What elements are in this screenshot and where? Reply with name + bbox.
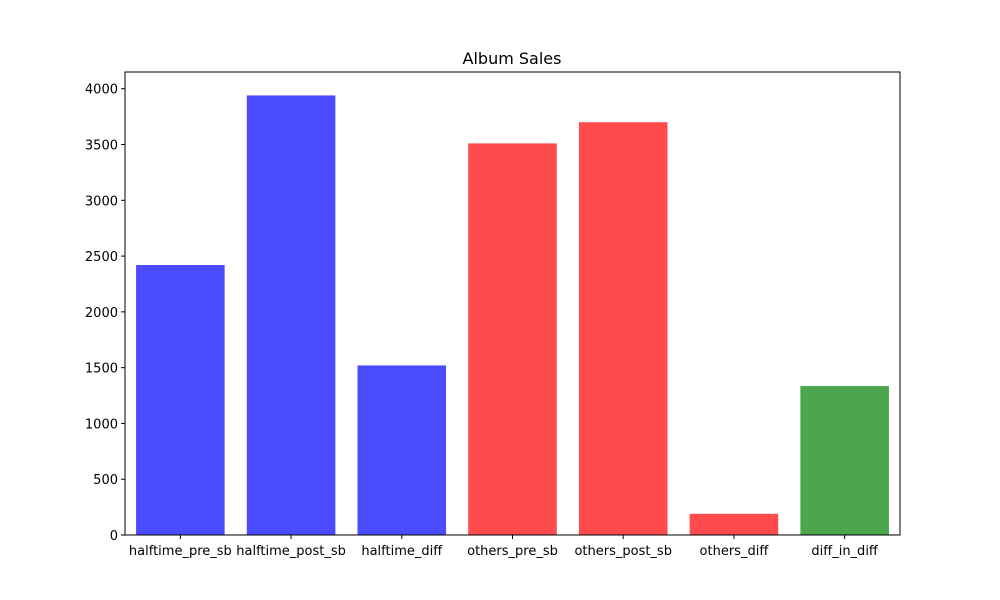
bar-others-pre-sb <box>468 143 557 535</box>
y-tick-label: 4000 <box>85 83 118 98</box>
chart-title: Album Sales <box>463 49 562 68</box>
bar-others-diff <box>689 513 779 535</box>
x-tick-label: others_pre_sb <box>467 544 558 559</box>
bar-halftime-pre-sb <box>136 265 225 535</box>
x-tick-label: halftime_pre_sb <box>129 544 232 559</box>
y-tick-label: 2500 <box>85 250 118 265</box>
x-axis: halftime_pre_sb halftime_post_sb halftime_… <box>129 535 879 559</box>
x-tick-label: halftime_post_sb <box>236 544 346 559</box>
y-tick-label: 3500 <box>85 139 118 154</box>
x-tick-label: others_post_sb <box>574 544 672 559</box>
y-tick-label: 2000 <box>85 306 118 321</box>
bar-others-post-sb <box>578 122 668 535</box>
x-tick-label: others_diff <box>700 544 770 559</box>
x-tick-label: halftime_diff <box>361 544 443 559</box>
bar-group <box>136 95 889 535</box>
y-tick-label: 500 <box>93 473 118 488</box>
y-tick-label: 1500 <box>85 362 118 377</box>
bar-halftime-diff <box>357 365 447 535</box>
bar-diff-in-diff <box>800 386 889 535</box>
bar-halftime-post-sb <box>246 95 336 535</box>
x-tick-label: diff_in_diff <box>811 544 879 559</box>
y-tick-label: 3000 <box>85 194 118 209</box>
plot-frame <box>124 71 901 536</box>
y-tick-label: 1000 <box>85 417 118 432</box>
y-tick-label: 0 <box>110 529 118 544</box>
y-axis: 0 500 1000 1500 2000 2500 3000 3500 4000 <box>85 83 125 544</box>
